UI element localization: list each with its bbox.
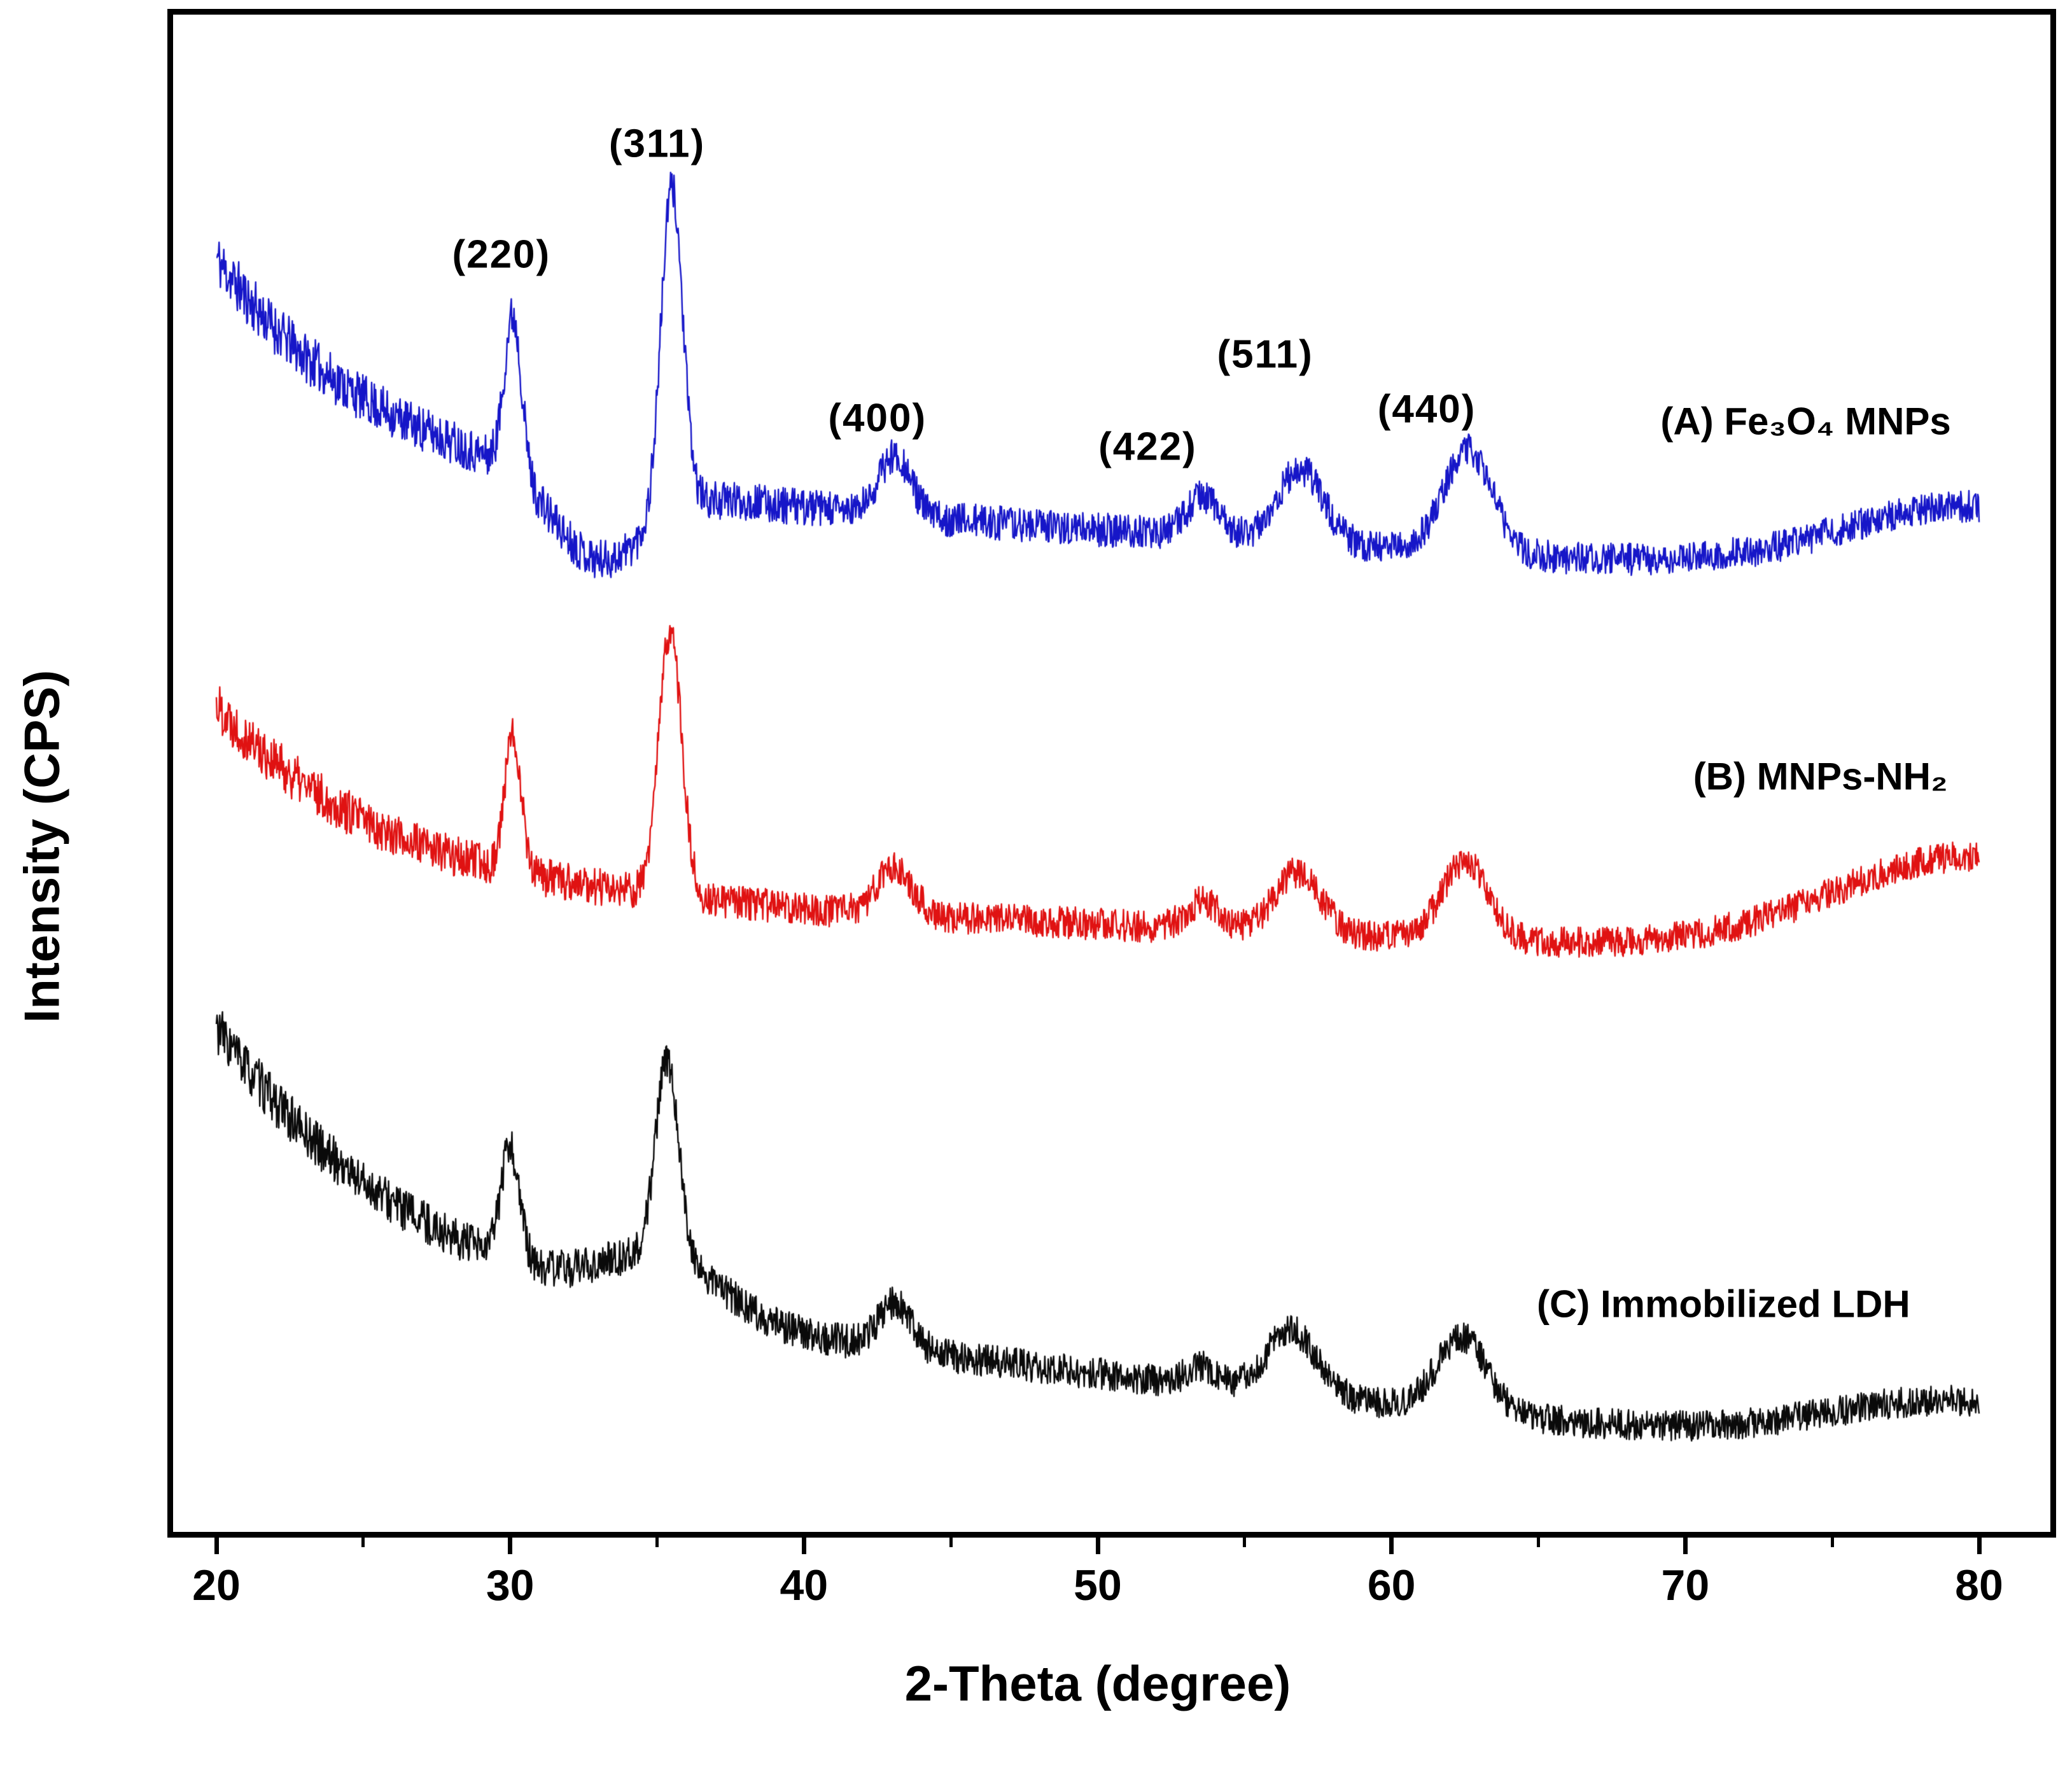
x-tick-major — [801, 1538, 806, 1554]
x-tick-major — [214, 1538, 219, 1554]
x-tick-major — [1977, 1538, 1982, 1554]
x-tick-minor — [1537, 1538, 1540, 1547]
x-tick-label: 30 — [486, 1561, 535, 1610]
x-tick-label: 80 — [1955, 1561, 2003, 1610]
curves-canvas — [173, 15, 2050, 1532]
x-tick-label: 50 — [1074, 1561, 1122, 1610]
x-tick-label: 20 — [192, 1561, 241, 1610]
y-axis-title: Intensity (CPS) — [13, 670, 70, 1023]
plot-area: (220) (311) (400) (422) (511) (440) (A) Fe₃O₄ … — [167, 9, 2056, 1538]
x-tick-minor — [655, 1538, 659, 1547]
x-tick-label: 60 — [1367, 1561, 1416, 1610]
x-tick-major — [508, 1538, 513, 1554]
x-axis-title: 2-Theta (degree) — [904, 1655, 1291, 1711]
x-tick-minor — [949, 1538, 953, 1547]
x-tick-label: 40 — [780, 1561, 829, 1610]
x-tick-major — [1683, 1538, 1688, 1554]
x-tick-major — [1095, 1538, 1100, 1554]
x-tick-minor — [361, 1538, 365, 1547]
x-tick-major — [1389, 1538, 1394, 1554]
x-tick-minor — [1243, 1538, 1247, 1547]
x-tick-minor — [1830, 1538, 1834, 1547]
x-tick-label: 70 — [1661, 1561, 1710, 1610]
